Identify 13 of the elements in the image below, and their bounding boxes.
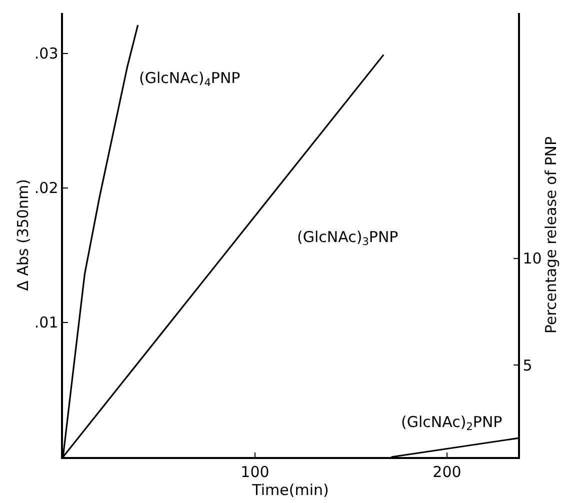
x-tick-label: 100 [240, 462, 270, 481]
y-tick-label: .03 [34, 44, 58, 63]
series-label: (GlcNAc)$_{4}$PNP [139, 69, 240, 90]
series-label: (GlcNAc)$_{2}$PNP [401, 413, 502, 434]
y2-tick-label: 10 [522, 250, 542, 268]
y-tick-label: .02 [34, 179, 58, 198]
y2-axis-title: Percentage release of PNP [542, 136, 560, 334]
text: (GlcNAc)$_{3}$PNP [297, 228, 398, 248]
y2-tick-label: 5 [522, 356, 532, 374]
x-tick-label: 200 [432, 462, 462, 481]
y-tick-label: .01 [34, 314, 58, 332]
y-axis-title: Δ Abs (350nm) [14, 179, 32, 291]
x-axis-title: Time(min) [251, 480, 329, 499]
